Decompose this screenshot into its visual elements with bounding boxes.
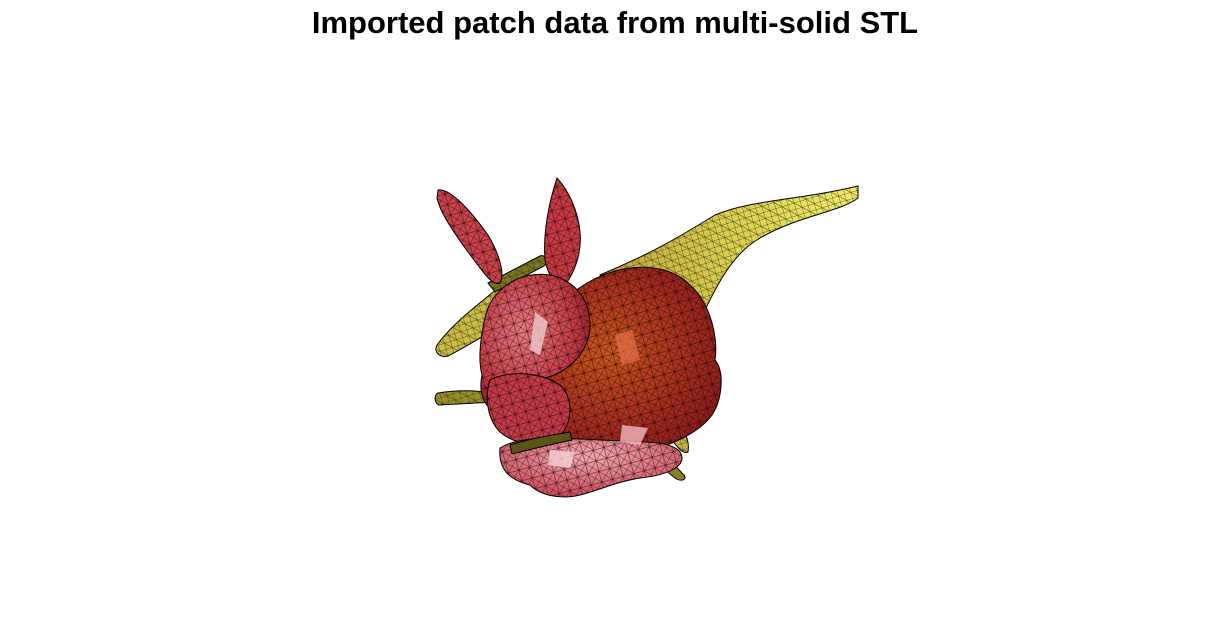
dinosaur-foreground-parts — [509, 431, 573, 455]
bunny-mesh — [436, 177, 722, 498]
figure-title: Imported patch data from multi-solid STL — [311, 5, 919, 40]
